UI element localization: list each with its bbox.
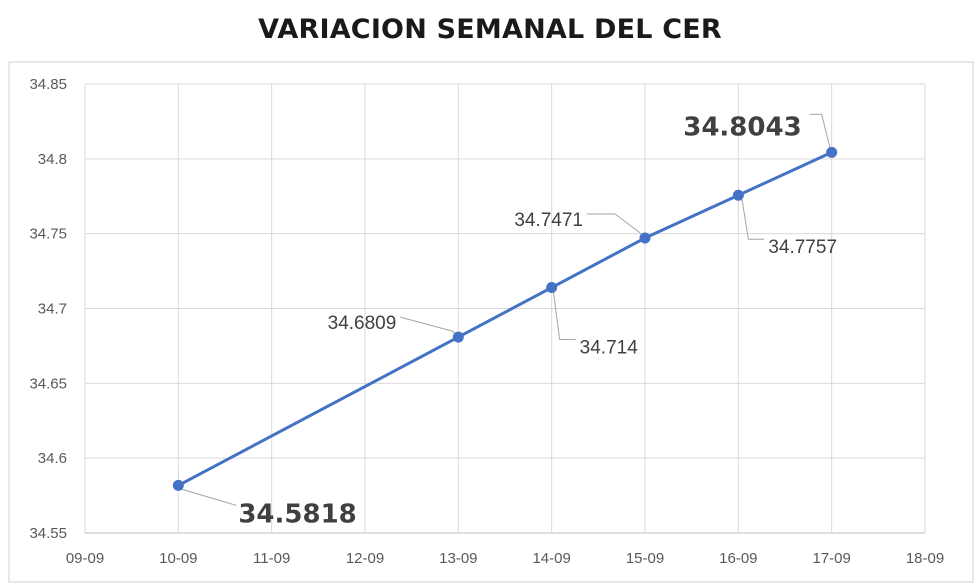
data-label-leader (177, 485, 237, 506)
y-tick-label: 34.6 (38, 450, 67, 467)
y-tick-label: 34.75 (29, 226, 67, 243)
data-point (172, 479, 184, 491)
data-label-leader (587, 213, 646, 239)
data-point (639, 232, 651, 244)
data-point (546, 282, 558, 294)
x-tick-label: 10-09 (159, 550, 197, 567)
y-tick-label: 34.7 (38, 301, 67, 318)
data-label: 34.7757 (768, 237, 837, 258)
x-tick-label: 09-09 (66, 550, 104, 567)
x-tick-label: 12-09 (346, 550, 384, 567)
x-tick-label: 15-09 (626, 550, 664, 567)
data-label: 34.714 (580, 338, 639, 359)
x-tick-label: 17-09 (812, 550, 850, 567)
data-label-leader (400, 316, 459, 338)
series-line (177, 151, 833, 487)
y-tick-label: 34.8 (38, 151, 67, 168)
data-label-leader (551, 287, 576, 341)
data-label: 34.5818 (238, 499, 356, 529)
x-tick-label: 16-09 (719, 550, 757, 567)
data-point (732, 189, 744, 201)
chart-title: VARIACION SEMANAL DEL CER (258, 14, 722, 45)
data-label: 34.8043 (683, 112, 801, 142)
data-point (452, 331, 464, 343)
data-label: 34.7471 (514, 210, 583, 231)
x-tick-label: 13-09 (439, 550, 477, 567)
x-tick-label: 18-09 (906, 550, 944, 567)
data-label: 34.6809 (328, 313, 397, 334)
data-label-leader (809, 113, 833, 153)
x-tick-label: 11-09 (253, 550, 290, 567)
y-tick-label: 34.85 (29, 76, 67, 93)
data-point (826, 146, 838, 158)
chart-frame (8, 61, 974, 583)
y-tick-label: 34.65 (29, 375, 67, 392)
y-tick-label: 34.55 (29, 525, 67, 542)
data-label-leader (737, 194, 765, 240)
x-tick-label: 14-09 (532, 550, 570, 567)
